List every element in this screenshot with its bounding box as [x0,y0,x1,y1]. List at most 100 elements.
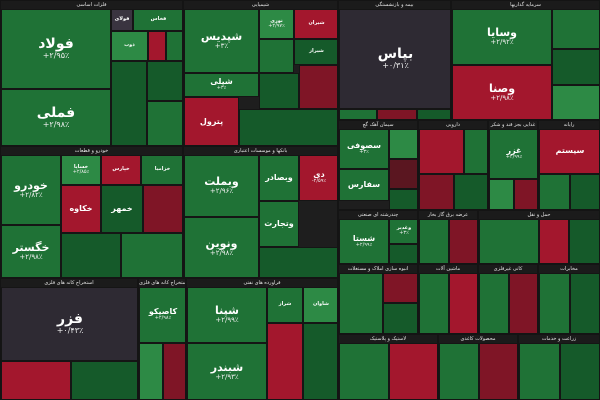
stock-tile[interactable] [454,174,487,209]
stock-tile[interactable]: شیراز [294,39,337,65]
sector-title: خودرو و قطعات [1,147,182,155]
stock-tile[interactable] [449,219,477,263]
stock-tile[interactable] [509,273,537,333]
stock-tile[interactable]: غزر +۲/۹۹٪ [489,129,537,179]
stock-tile[interactable]: وبصادر [259,155,299,201]
stock-tile[interactable] [259,73,299,109]
stock-tile[interactable]: دی -۲/۵۹٪ [299,155,337,201]
stock-tile[interactable] [389,129,417,159]
stock-tile[interactable]: وصنا +۲/۹۸٪ [452,65,552,119]
stock-tile[interactable]: شیران [294,9,337,39]
stock-tile[interactable]: شاوان [303,287,337,323]
stock-tile[interactable] [339,109,377,119]
stock-tile[interactable]: کاصیکو +۲/۹۸٪ [139,287,185,343]
stock-tile[interactable] [259,39,294,73]
stock-tile[interactable]: خمهر [101,185,143,233]
stock-tile[interactable] [147,101,182,145]
sector-s4: سرمایه گذاریها وسایا +۲/۹۲٪ وصنا +۲/۹۸٪ [451,0,600,120]
stock-tile[interactable]: خزامیا [141,155,182,185]
stock-tile[interactable]: وسایا +۲/۹۲٪ [452,9,552,65]
stock-tile[interactable] [61,233,121,277]
stock-tile[interactable] [570,174,599,209]
stock-tile[interactable]: سفارس [339,169,389,201]
stock-tile[interactable] [539,174,570,209]
stock-tile[interactable] [449,273,477,333]
stock-tile[interactable] [299,65,337,109]
stock-tile[interactable]: فخاس [133,9,182,31]
stock-tile[interactable]: نوری +۲/۹۷٪ [259,9,294,39]
stock-tile[interactable] [570,273,599,333]
stock-tile[interactable] [339,273,383,333]
stock-tile[interactable]: شراز [267,287,303,323]
stock-tile[interactable] [139,343,163,399]
stock-tile[interactable]: خپارس [101,155,141,185]
stock-tile[interactable] [419,174,454,209]
stock-tile[interactable]: شپدیس +۳٪ [184,9,259,73]
stock-tile[interactable]: شستا +۲/۹۹٪ [339,219,389,263]
stock-tile[interactable] [377,109,417,119]
stock-tile[interactable] [1,361,71,399]
stock-tile[interactable] [389,343,437,399]
stock-tile[interactable] [489,179,514,209]
stock-tile[interactable] [389,244,417,263]
stock-tile[interactable] [419,129,464,174]
stock-tile[interactable] [479,273,509,333]
stock-tile[interactable] [147,61,182,101]
sector-title: سیمان آهک گچ [339,121,417,129]
stock-tile[interactable] [569,219,599,263]
stock-tile[interactable] [383,273,417,303]
stock-tile[interactable] [389,189,417,209]
stock-tile[interactable] [552,85,599,119]
stock-tile[interactable]: وبملت +۲/۹۶٪ [184,155,259,217]
stock-tile[interactable] [539,273,570,333]
stock-tile[interactable]: سیستم [539,129,599,174]
stock-tile[interactable] [143,185,182,233]
stock-tile[interactable]: خودرو +۲/۸۲٪ [1,155,61,225]
stock-tile[interactable] [121,233,182,277]
stock-tile[interactable] [163,343,185,399]
stock-tile[interactable] [519,343,560,399]
stock-tile[interactable]: وغدیر +۳٪ [389,219,417,244]
stock-tile[interactable]: شپنا +۲/۹۹٪ [187,287,267,343]
stock-tile[interactable] [303,323,337,399]
stock-tile[interactable]: فولای [111,9,133,31]
stock-tile[interactable] [166,31,182,61]
stock-tile[interactable]: ونوین +۲/۹۸٪ [184,217,259,277]
stock-symbol: خپارس [112,166,130,173]
stock-tile[interactable] [71,361,137,399]
stock-tile[interactable]: خساپا +۲/۸۵٪ [61,155,101,185]
stock-tile[interactable] [417,109,450,119]
stock-tile[interactable] [111,61,147,145]
stock-tile[interactable] [464,129,487,174]
stock-tile[interactable] [259,247,337,277]
stock-tile[interactable]: ذوب [111,31,148,61]
stock-tile[interactable] [389,159,417,189]
stock-tile[interactable] [439,343,479,399]
stock-tile[interactable] [148,31,166,61]
stock-tile[interactable]: بپاس +۰/۳۱٪ [339,9,450,109]
stock-tile[interactable]: فزر +۰/۴۳٪ [1,287,137,361]
stock-tile[interactable] [339,343,389,399]
stock-tile[interactable] [479,219,539,263]
stock-tile[interactable]: فولاد +۲/۹۵٪ [1,9,111,89]
stock-tile[interactable]: سصوفی +۳٪ [339,129,389,169]
stock-tile[interactable] [419,273,449,333]
stock-tile[interactable]: وتجارت [259,201,299,247]
stock-tile[interactable] [239,109,337,145]
stock-tile[interactable] [479,343,517,399]
stock-change: +۲/۹۹٪ [215,315,239,324]
stock-tile[interactable]: پترول [184,97,239,145]
stock-tile[interactable] [267,323,303,399]
stock-tile[interactable]: فملی +۲/۹۸٪ [1,89,111,145]
stock-tile[interactable] [383,303,417,333]
stock-tile[interactable] [514,179,537,209]
stock-tile[interactable] [552,9,599,49]
stock-tile[interactable] [552,49,599,85]
stock-tile[interactable]: شبندر +۲/۹۳٪ [187,343,267,399]
stock-tile[interactable]: خگستر +۲/۹۸٪ [1,225,61,277]
stock-tile[interactable] [539,219,569,263]
stock-tile[interactable]: شپلی +۳٪ [184,73,259,97]
stock-tile[interactable] [560,343,599,399]
stock-tile[interactable]: خکاوه [61,185,101,233]
stock-tile[interactable] [419,219,449,263]
